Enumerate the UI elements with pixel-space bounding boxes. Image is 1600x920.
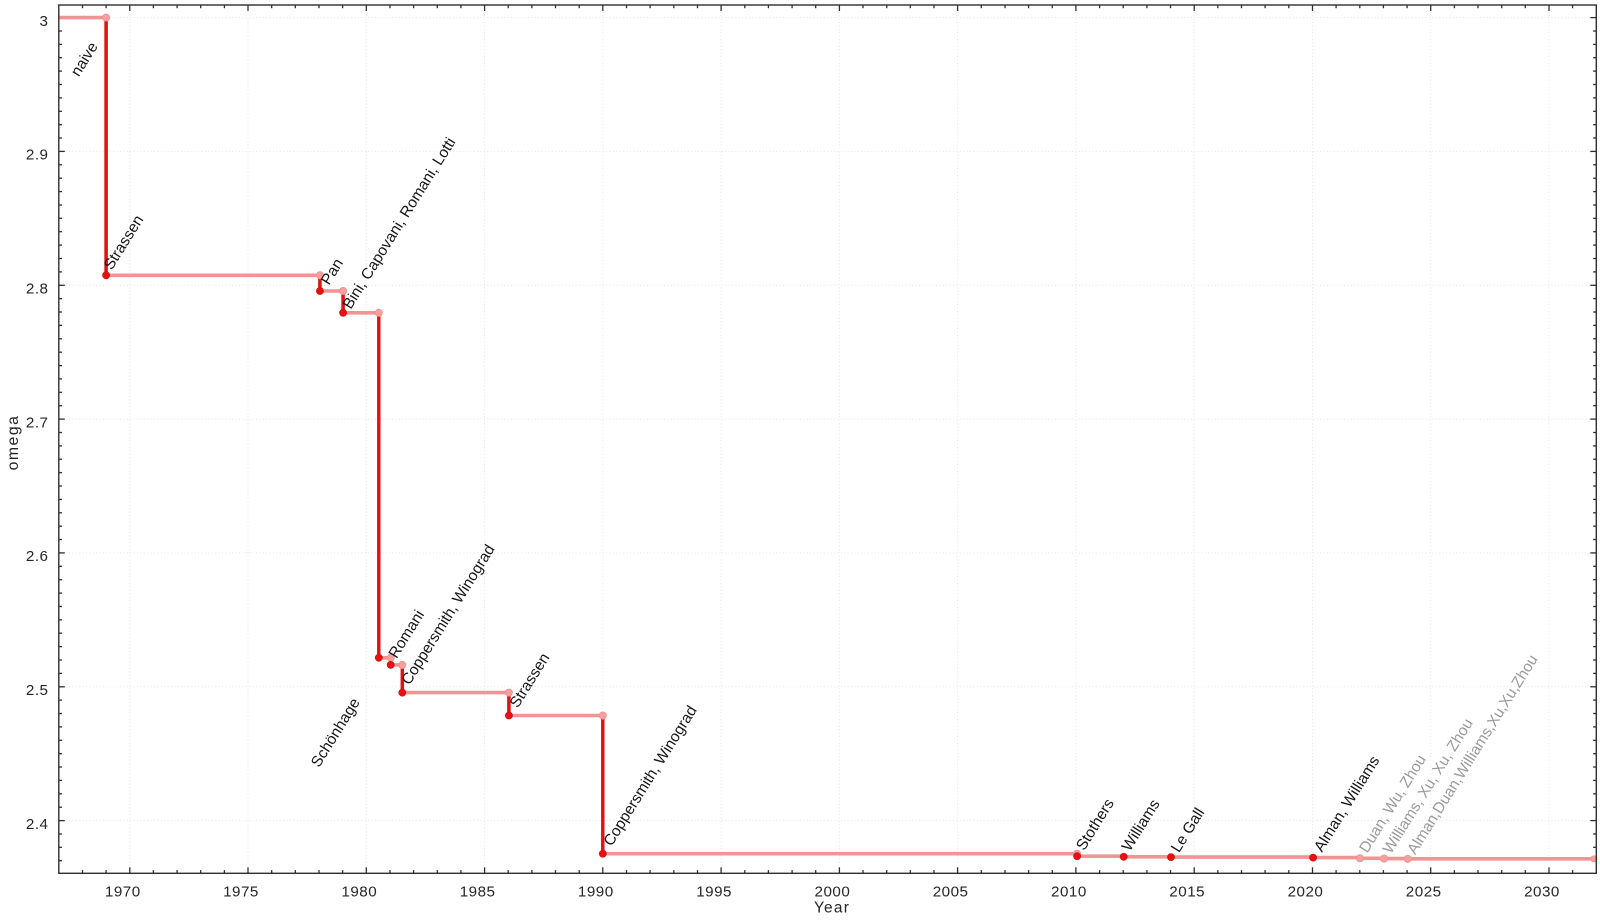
svg-text:Stothers: Stothers (1073, 796, 1118, 854)
svg-text:1970: 1970 (105, 883, 141, 900)
svg-text:Le Gall: Le Gall (1168, 805, 1208, 855)
svg-text:Coppersmith, Winograd: Coppersmith, Winograd (601, 703, 701, 849)
svg-text:1985: 1985 (460, 883, 496, 900)
svg-text:2025: 2025 (1406, 883, 1442, 900)
svg-text:2015: 2015 (1169, 883, 1205, 900)
svg-text:1980: 1980 (341, 883, 377, 900)
svg-text:2.7: 2.7 (26, 414, 49, 431)
svg-text:Schönhage: Schönhage (308, 695, 364, 770)
svg-text:2020: 2020 (1288, 883, 1324, 900)
svg-text:2.6: 2.6 (26, 548, 49, 565)
svg-text:2000: 2000 (815, 883, 851, 900)
svg-text:2010: 2010 (1051, 883, 1087, 900)
svg-text:omega: omega (5, 415, 22, 471)
svg-text:2.9: 2.9 (26, 147, 49, 164)
svg-text:1990: 1990 (578, 883, 614, 900)
svg-text:2.8: 2.8 (26, 281, 49, 298)
svg-text:Year: Year (814, 899, 850, 916)
svg-text:3: 3 (40, 13, 49, 30)
svg-text:2.5: 2.5 (26, 682, 49, 699)
svg-text:Williams: Williams (1119, 796, 1164, 854)
svg-text:2005: 2005 (933, 883, 969, 900)
svg-text:2030: 2030 (1524, 883, 1560, 900)
svg-text:2.4: 2.4 (26, 816, 49, 833)
svg-text:1995: 1995 (696, 883, 732, 900)
svg-text:Pan: Pan (318, 256, 347, 288)
svg-text:Strassen: Strassen (507, 650, 554, 711)
svg-text:naive: naive (68, 39, 102, 79)
svg-text:Alman,Duan,Williams,Xu,Xu,Zhou: Alman,Duan,Williams,Xu,Xu,Zhou (1404, 652, 1541, 858)
svg-text:1975: 1975 (223, 883, 259, 900)
